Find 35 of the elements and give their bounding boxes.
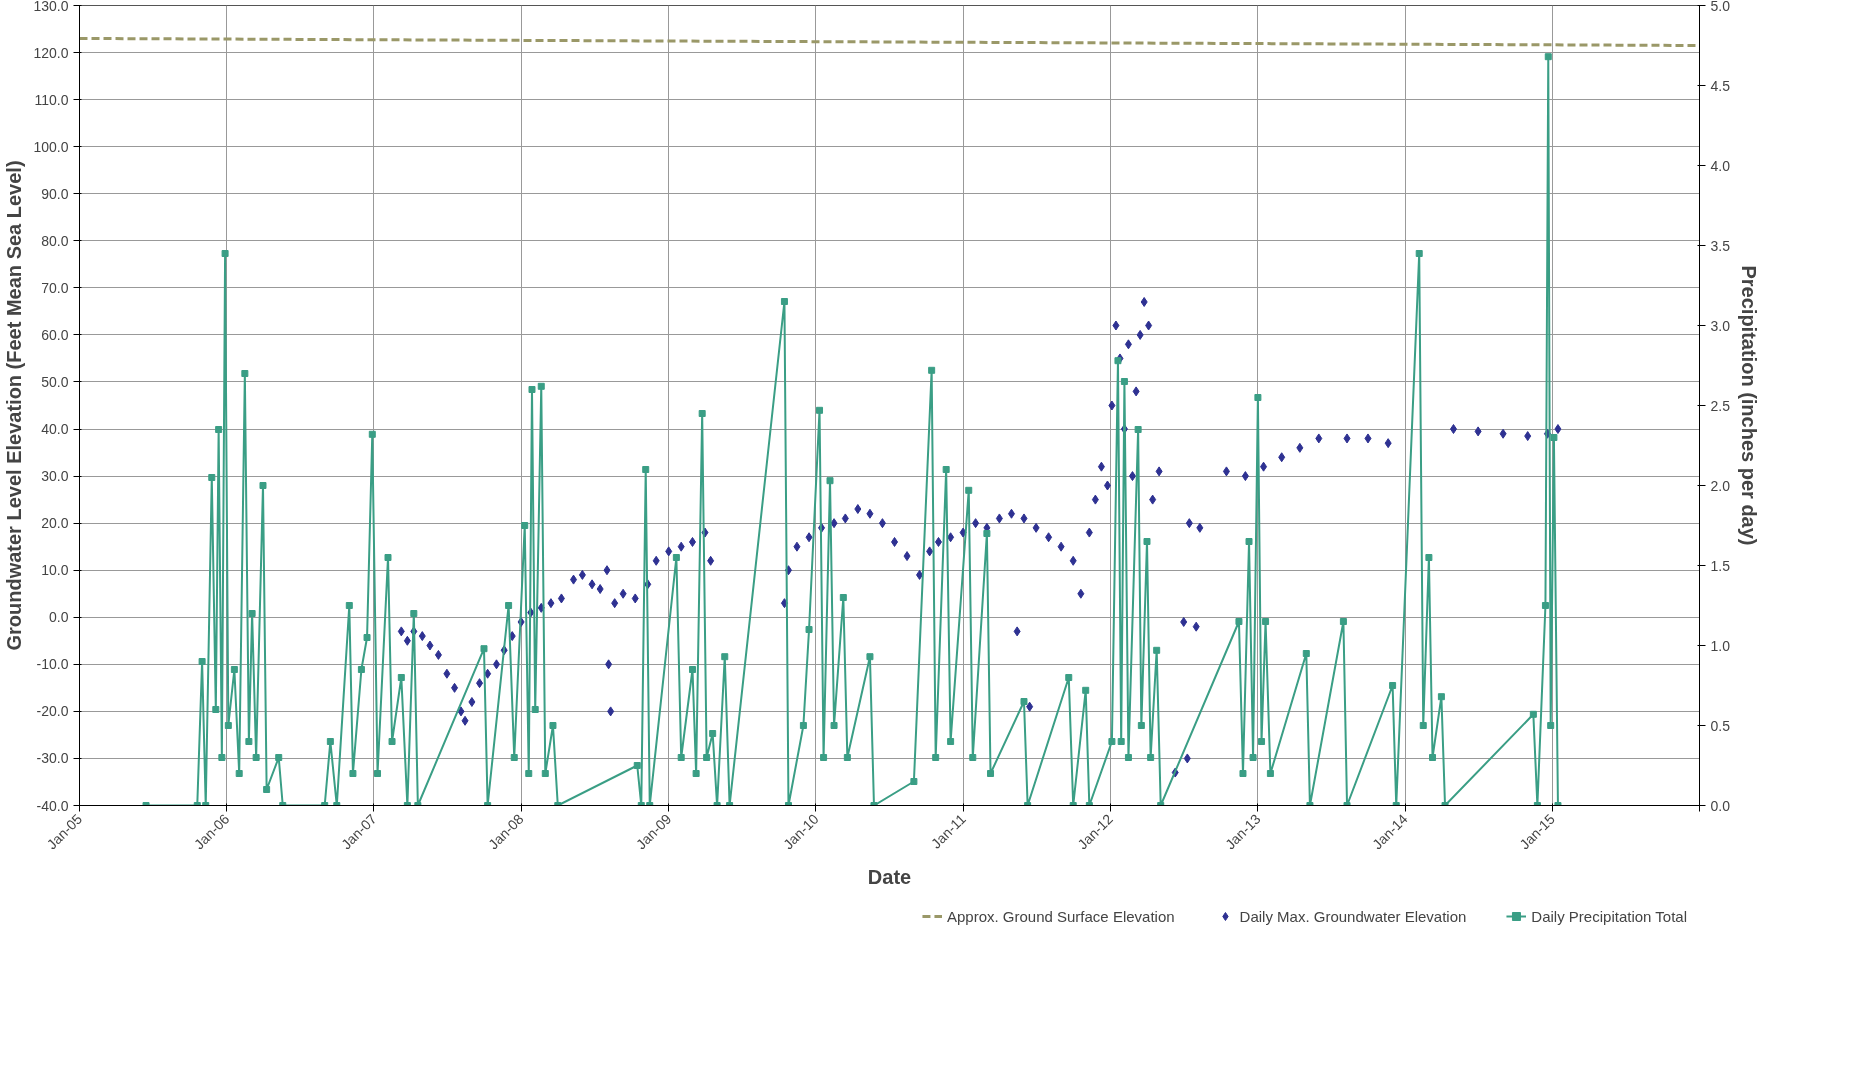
y-tick-label: -40.0 [36, 797, 69, 814]
y2-tick-label: 1.0 [1710, 637, 1731, 654]
x-axis-title: Date [867, 866, 912, 889]
y-tick-label: 40.0 [41, 421, 69, 438]
y2-tick-label: 4.5 [1710, 77, 1731, 94]
y2-tick-label: 3.5 [1710, 237, 1731, 254]
y-tick-label: 120.0 [33, 44, 69, 61]
y2-tick-label: 4.0 [1710, 157, 1731, 174]
y2-tick-label: 2.5 [1710, 397, 1731, 414]
legend-label: Daily Max. Groundwater Elevation [1239, 907, 1467, 925]
y-tick-label: 20.0 [41, 515, 69, 532]
y2-tick-label: 1.5 [1710, 557, 1731, 574]
y2-axis-title: Precipitation (inches per day) [1737, 265, 1760, 546]
y2-tick-label: 0.0 [1710, 797, 1731, 814]
y2-tick-label: 3.0 [1710, 317, 1731, 334]
y-tick-label: 100.0 [33, 138, 69, 155]
legend-label: Daily Precipitation Total [1531, 907, 1687, 925]
y-tick-label: 50.0 [41, 373, 69, 390]
y-tick-label: 60.0 [41, 326, 69, 343]
y-tick-label: 10.0 [41, 562, 69, 579]
legend-label: Approx. Ground Surface Elevation [946, 907, 1175, 925]
y-tick-label: 110.0 [34, 91, 69, 108]
y-axis-title: Groundwater Level Elevation (Feet Mean Sea Level) [3, 160, 26, 651]
y-tick-label: 130.0 [33, 0, 69, 14]
y2-tick-label: 5.0 [1710, 0, 1731, 14]
y-tick-label: 90.0 [41, 185, 69, 202]
y2-tick-label: 2.0 [1710, 477, 1731, 494]
y-tick-label: 80.0 [41, 232, 69, 249]
y-tick-label: -10.0 [36, 656, 69, 673]
y2-tick-label: 0.5 [1710, 717, 1731, 734]
y-tick-label: 30.0 [41, 468, 69, 485]
y-tick-label: -20.0 [36, 703, 69, 720]
y-tick-label: 0.0 [49, 609, 69, 626]
y-tick-label: -30.0 [36, 750, 69, 767]
y-tick-label: 70.0 [41, 279, 69, 296]
